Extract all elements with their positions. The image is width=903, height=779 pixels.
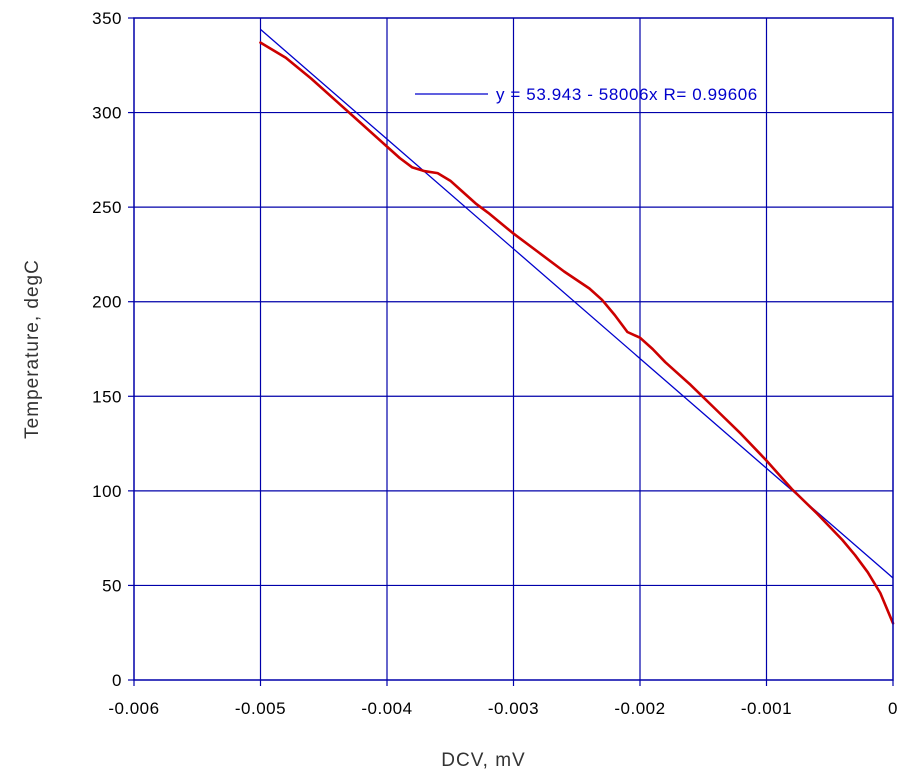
y-tick-label: 50 bbox=[102, 576, 122, 595]
x-tick-label: -0.005 bbox=[235, 699, 286, 718]
y-tick-label: 0 bbox=[112, 671, 122, 690]
x-tick-label: -0.002 bbox=[614, 699, 665, 718]
y-tick-label: 250 bbox=[92, 198, 122, 217]
y-tick-label: 200 bbox=[92, 293, 122, 312]
data-series-layer bbox=[259, 41, 895, 625]
y-tick-labels: 0 50 100 150 200 250 300 350 bbox=[92, 9, 122, 690]
fit-line bbox=[260, 28, 894, 579]
x-tick-label: -0.006 bbox=[108, 699, 159, 718]
grid-lines bbox=[128, 17, 894, 686]
x-tick-label: -0.001 bbox=[741, 699, 792, 718]
x-tick-labels: -0.006 -0.005 -0.004 -0.003 -0.002 -0.001 0 bbox=[108, 699, 898, 718]
y-tick-label: 150 bbox=[92, 387, 122, 406]
x-tick-label: -0.004 bbox=[361, 699, 412, 718]
y-tick-label: 100 bbox=[92, 482, 122, 501]
fit-line-layer bbox=[260, 28, 894, 579]
legend-fit-label: y = 53.943 - 58006x R= 0.99606 bbox=[496, 85, 758, 104]
y-tick-label: 350 bbox=[92, 9, 122, 28]
data-series-line bbox=[259, 41, 895, 625]
legend: y = 53.943 - 58006x R= 0.99606 bbox=[415, 85, 758, 104]
plot-frame bbox=[133, 17, 894, 681]
x-tick-label: 0 bbox=[888, 699, 898, 718]
x-axis-title: DCV, mV bbox=[441, 750, 525, 771]
y-axis-title: Temperature, degC bbox=[22, 259, 43, 439]
x-tick-label: -0.003 bbox=[488, 699, 539, 718]
y-tick-label: 300 bbox=[92, 104, 122, 123]
